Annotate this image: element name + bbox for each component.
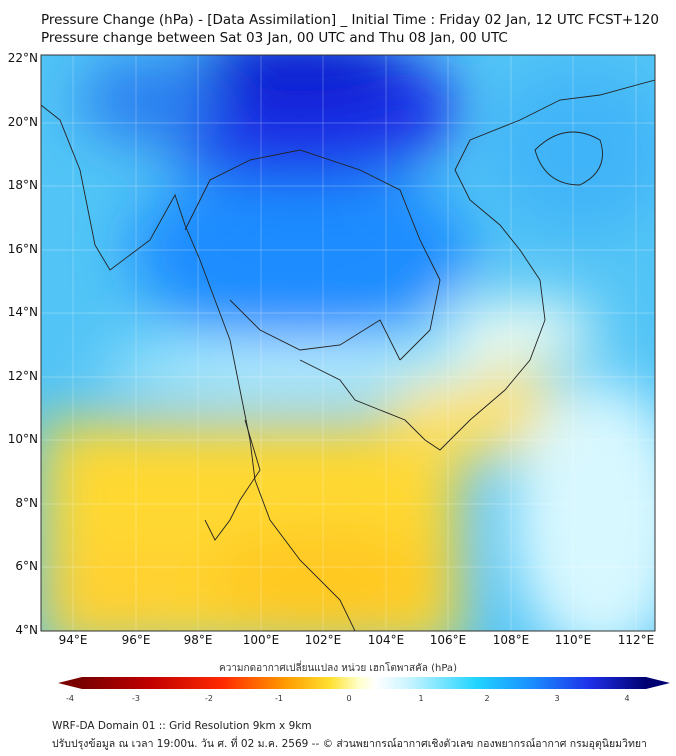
colorbar-tick: -2 bbox=[205, 694, 213, 703]
footer-model-info: WRF-DA Domain 01 :: Grid Resolution 9km … bbox=[52, 720, 312, 732]
colorbar-tick: 2 bbox=[484, 694, 490, 703]
lon-label: 110°E bbox=[554, 633, 592, 647]
lon-label: 104°E bbox=[367, 633, 405, 647]
lon-label: 100°E bbox=[242, 633, 280, 647]
lon-label: 106°E bbox=[429, 633, 467, 647]
colorbar bbox=[58, 677, 670, 689]
colorbar-max-extend bbox=[646, 677, 670, 689]
colorbar-gradient bbox=[82, 677, 646, 689]
pressure-change-map bbox=[40, 54, 670, 689]
lat-label: 10°N bbox=[7, 432, 38, 446]
chart-subtitle: Pressure change between Sat 03 Jan, 00 U… bbox=[41, 30, 508, 46]
lat-label: 20°N bbox=[7, 115, 38, 129]
graticule bbox=[41, 55, 655, 631]
colorbar-tick: -3 bbox=[132, 694, 140, 703]
colorbar-tick: 0 bbox=[346, 694, 352, 703]
lat-label: 14°N bbox=[7, 305, 38, 319]
lat-label: 22°N bbox=[7, 51, 38, 65]
colorbar-title: ความกดอากาศเปลี่ยนแปลง หน่วย เฮกโตพาสคัล… bbox=[219, 663, 457, 674]
lon-label: 94°E bbox=[58, 633, 88, 647]
footer-update-info: ปรับปรุงข้อมูล ณ เวลา 19:00น. วัน ศ. ที่… bbox=[52, 738, 647, 750]
lon-label: 102°E bbox=[304, 633, 342, 647]
colorbar-tick: -1 bbox=[275, 694, 283, 703]
map-frame bbox=[40, 54, 656, 632]
lat-label: 12°N bbox=[7, 369, 38, 383]
lon-label: 98°E bbox=[183, 633, 213, 647]
colorbar-min-extend bbox=[58, 677, 82, 689]
lat-label: 16°N bbox=[7, 242, 38, 256]
coastlines bbox=[41, 79, 655, 631]
lat-label: 8°N bbox=[15, 496, 38, 510]
colorbar-tick: -4 bbox=[66, 694, 74, 703]
colorbar-tick: 3 bbox=[554, 694, 560, 703]
lon-label: 108°E bbox=[492, 633, 530, 647]
pressure-field bbox=[41, 55, 655, 631]
chart-title: Pressure Change (hPa) - [Data Assimilati… bbox=[41, 12, 659, 28]
colorbar-tick: 4 bbox=[624, 694, 630, 703]
colorbar-tick: 1 bbox=[418, 694, 424, 703]
lon-label: 96°E bbox=[121, 633, 151, 647]
lat-label: 4°N bbox=[15, 623, 38, 637]
lon-label: 112°E bbox=[617, 633, 655, 647]
lat-label: 18°N bbox=[7, 178, 38, 192]
lat-label: 6°N bbox=[15, 559, 38, 573]
